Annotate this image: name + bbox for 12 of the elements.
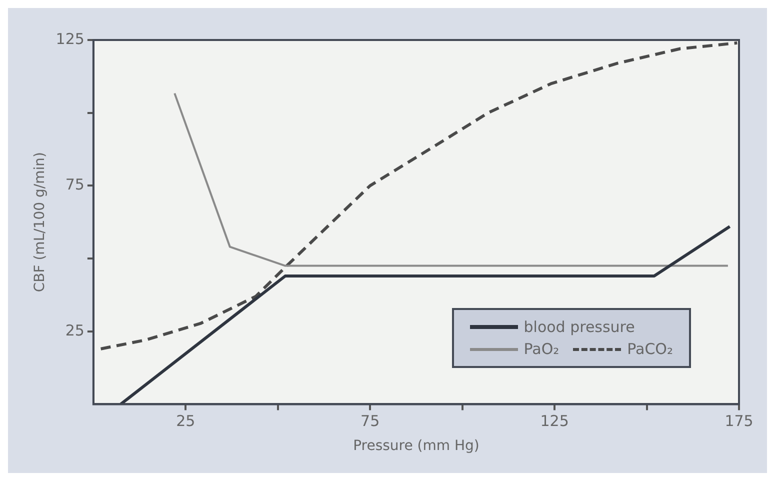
legend-label: blood pressure <box>524 318 635 336</box>
x-tick-label: 175 <box>724 412 754 430</box>
x-tick-label: 125 <box>540 412 569 430</box>
x-axis-title: Pressure (mm Hg) <box>353 438 480 454</box>
y-tick-label: 75 <box>65 176 84 194</box>
y-axis-title: CBF (mL/100 g/min) <box>32 152 48 292</box>
y-tick-label: 125 <box>56 30 84 48</box>
x-tick-label: 25 <box>176 412 196 430</box>
legend-label: PaCO₂ <box>627 340 673 358</box>
y-tick-label: 25 <box>65 321 84 340</box>
legend-label: PaO₂ <box>524 340 560 358</box>
x-tick-label: 75 <box>360 412 380 430</box>
